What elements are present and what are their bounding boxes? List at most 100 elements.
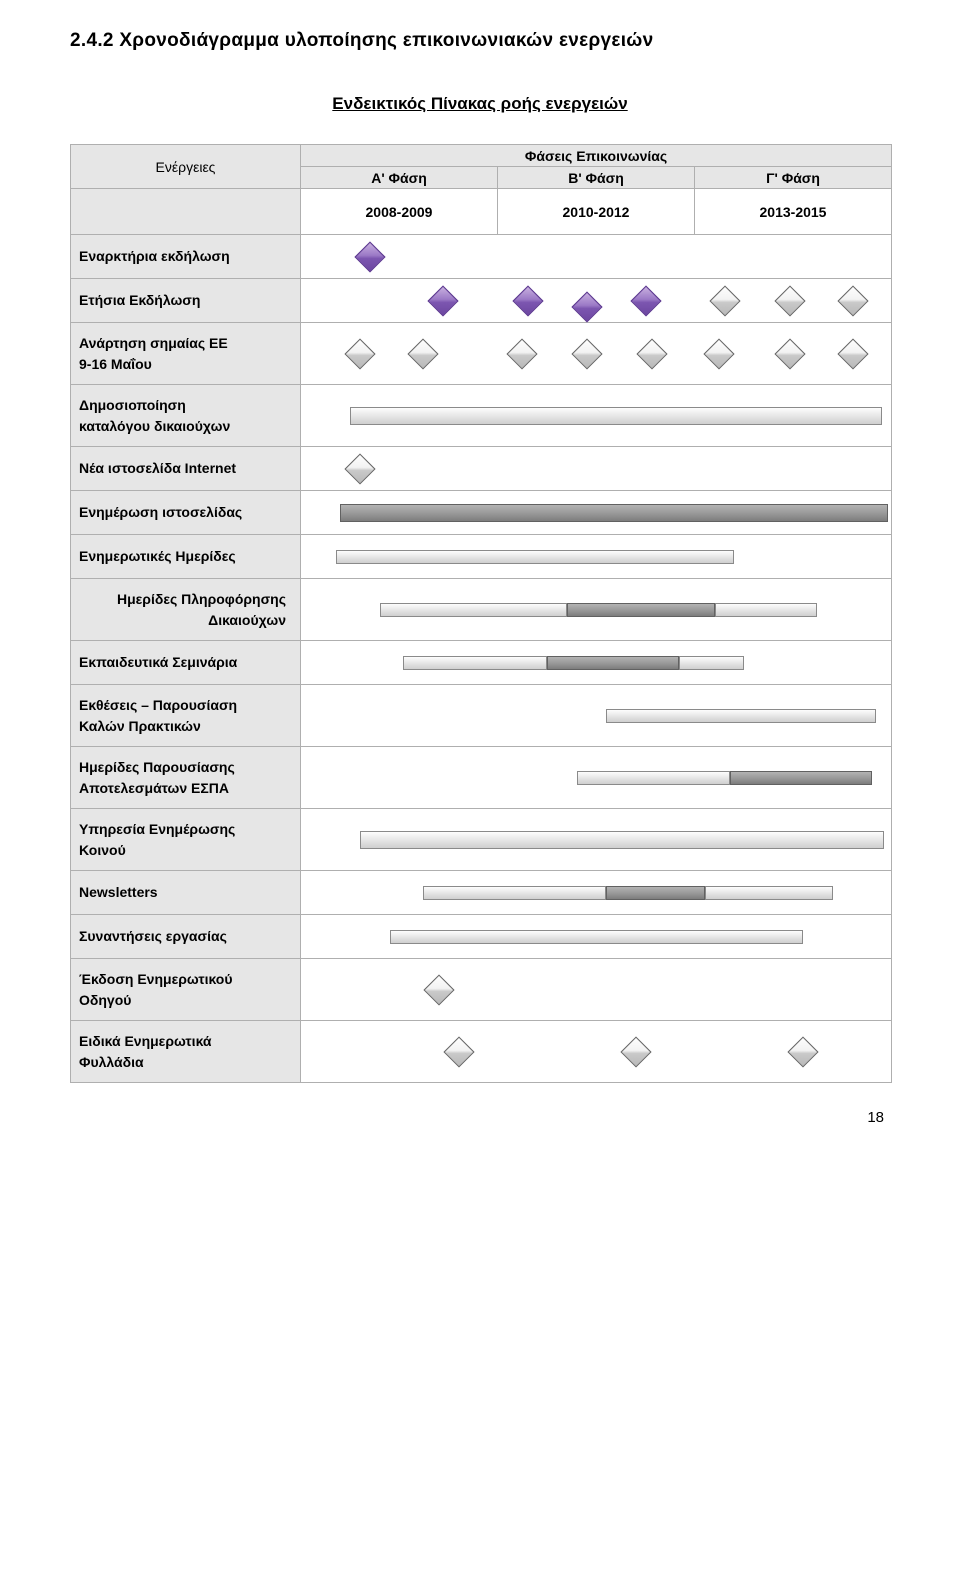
gantt-bar — [340, 504, 888, 522]
page-subtitle: Ενδεικτικός Πίνακας ροής ενεργειών — [70, 94, 890, 114]
timeline-cell — [301, 447, 892, 491]
table-row: Ημερίδες ΠαρουσίασηςΑποτελεσμάτων ΕΣΠΑ — [71, 747, 892, 809]
diamond-marker — [709, 285, 740, 316]
table-row: Συναντήσεις εργασίας — [71, 915, 892, 959]
gantt-bar — [715, 603, 817, 617]
timeline-cell — [301, 641, 892, 685]
diamond-marker — [512, 285, 543, 316]
gantt-table: Ενέργειες Φάσεις Επικοινωνίας Α' Φάση Β'… — [70, 144, 892, 1083]
row-label: Ειδικά ΕνημερωτικάΦυλλάδια — [71, 1021, 301, 1083]
row-label: Ενημερωτικές Ημερίδες — [71, 535, 301, 579]
timeline-cell — [301, 535, 892, 579]
row-label: Ενημέρωση ιστοσελίδας — [71, 491, 301, 535]
row-label: Συναντήσεις εργασίας — [71, 915, 301, 959]
timeline-cell — [301, 579, 892, 641]
row-label: Εκθέσεις – ΠαρουσίασηΚαλών Πρακτικών — [71, 685, 301, 747]
timeline-cell — [301, 915, 892, 959]
table-row: Ειδικά ΕνημερωτικάΦυλλάδια — [71, 1021, 892, 1083]
row-label: Ανάρτηση σημαίας ΕΕ9-16 Μαΐου — [71, 323, 301, 385]
gantt-bar — [390, 930, 804, 944]
diamond-marker — [506, 338, 537, 369]
years-a: 2008-2009 — [301, 189, 498, 235]
timeline-cell — [301, 385, 892, 447]
timeline-cell — [301, 491, 892, 535]
table-row: Εκθέσεις – ΠαρουσίασηΚαλών Πρακτικών — [71, 685, 892, 747]
phase-c: Γ' Φάση — [695, 167, 892, 189]
table-row: Ανάρτηση σημαίας ΕΕ9-16 Μαΐου — [71, 323, 892, 385]
gantt-bar — [567, 603, 715, 617]
gantt-bar — [577, 771, 731, 785]
gantt-bar — [730, 771, 872, 785]
page-number: 18 — [70, 1109, 890, 1126]
timeline-cell — [301, 809, 892, 871]
row-label: Ετήσια Εκδήλωση — [71, 279, 301, 323]
row-label: Newsletters — [71, 871, 301, 915]
table-row: Εναρκτήρια εκδήλωση — [71, 235, 892, 279]
diamond-marker — [774, 285, 805, 316]
diamond-marker — [345, 453, 376, 484]
table-row: Ενημερωτικές Ημερίδες — [71, 535, 892, 579]
gantt-bar — [403, 656, 547, 670]
row-label: Δημοσιοποίησηκαταλόγου δικαιούχων — [71, 385, 301, 447]
diamond-marker — [571, 338, 602, 369]
years-c: 2013-2015 — [695, 189, 892, 235]
diamond-marker — [837, 285, 868, 316]
gantt-bar — [380, 603, 567, 617]
gantt-bar — [606, 709, 876, 723]
timeline-cell — [301, 279, 892, 323]
diamond-marker — [345, 338, 376, 369]
diamond-marker — [630, 285, 661, 316]
diamond-marker — [408, 338, 439, 369]
row-label: Εναρκτήρια εκδήλωση — [71, 235, 301, 279]
timeline-cell — [301, 959, 892, 1021]
gantt-bar — [606, 886, 705, 900]
table-row: Δημοσιοποίησηκαταλόγου δικαιούχων — [71, 385, 892, 447]
diamond-marker — [443, 1036, 474, 1067]
gantt-bar — [705, 886, 833, 900]
page-heading: 2.4.2 Χρονοδιάγραμμα υλοποίησης επικοινω… — [70, 30, 890, 52]
timeline-cell — [301, 871, 892, 915]
diamond-marker — [354, 241, 385, 272]
row-label: Υπηρεσία ΕνημέρωσηςΚοινού — [71, 809, 301, 871]
timeline-cell — [301, 323, 892, 385]
row-label: Έκδοση ΕνημερωτικούΟδηγού — [71, 959, 301, 1021]
table-row: Νέα ιστοσελίδα Internet — [71, 447, 892, 491]
gantt-bar — [350, 407, 882, 425]
header-row-3: 2008-2009 2010-2012 2013-2015 — [71, 189, 892, 235]
diamond-marker — [427, 285, 458, 316]
table-row: Εκπαιδευτικά Σεμινάρια — [71, 641, 892, 685]
timeline-cell — [301, 685, 892, 747]
table-row: Έκδοση ΕνημερωτικούΟδηγού — [71, 959, 892, 1021]
gantt-bar — [679, 656, 744, 670]
diamond-marker — [703, 338, 734, 369]
table-row: Υπηρεσία ΕνημέρωσηςΚοινού — [71, 809, 892, 871]
row-label: Ημερίδες ΠληροφόρησηςΔικαιούχων — [71, 579, 301, 641]
table-row: Ετήσια Εκδήλωση — [71, 279, 892, 323]
diamond-marker — [571, 291, 602, 322]
diamond-marker — [788, 1036, 819, 1067]
gantt-bar — [360, 831, 884, 849]
gantt-bar — [423, 886, 606, 900]
gantt-bar — [336, 550, 734, 564]
table-row: Newsletters — [71, 871, 892, 915]
row-label: Ημερίδες ΠαρουσίασηςΑποτελεσμάτων ΕΣΠΑ — [71, 747, 301, 809]
timeline-cell — [301, 235, 892, 279]
table-row: Ημερίδες ΠληροφόρησηςΔικαιούχων — [71, 579, 892, 641]
header-row-1: Ενέργειες Φάσεις Επικοινωνίας — [71, 145, 892, 167]
diamond-marker — [636, 338, 667, 369]
diamond-marker — [837, 338, 868, 369]
gantt-bar — [547, 656, 679, 670]
phase-b: Β' Φάση — [498, 167, 695, 189]
phases-header: Φάσεις Επικοινωνίας — [301, 145, 892, 167]
years-b: 2010-2012 — [498, 189, 695, 235]
row-label: Νέα ιστοσελίδα Internet — [71, 447, 301, 491]
diamond-marker — [423, 974, 454, 1005]
table-row: Ενημέρωση ιστοσελίδας — [71, 491, 892, 535]
diamond-marker — [620, 1036, 651, 1067]
blank-cell — [71, 189, 301, 235]
row-label: Εκπαιδευτικά Σεμινάρια — [71, 641, 301, 685]
diamond-marker — [774, 338, 805, 369]
actions-header: Ενέργειες — [71, 145, 301, 189]
phase-a: Α' Φάση — [301, 167, 498, 189]
timeline-cell — [301, 1021, 892, 1083]
